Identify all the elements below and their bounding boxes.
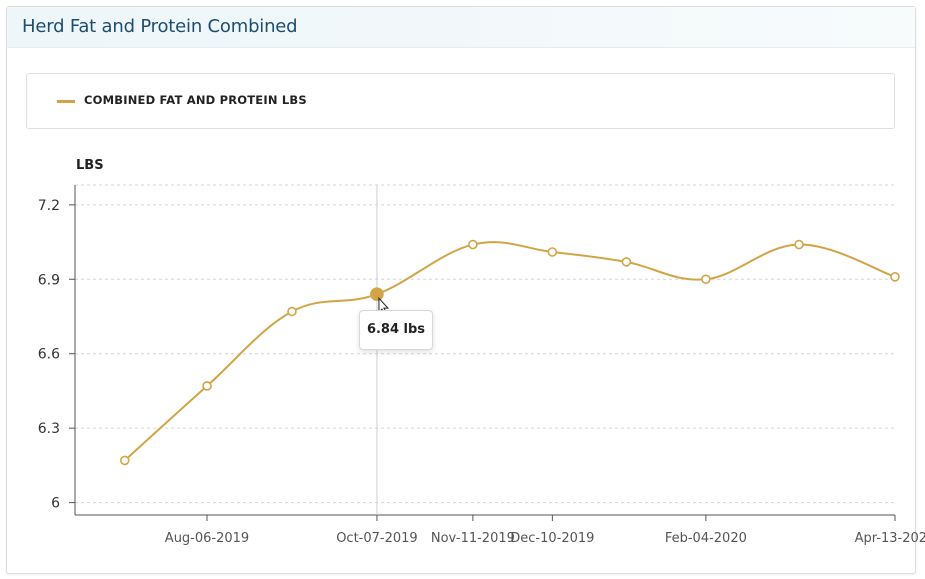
x-tick-label: Feb-04-2020 xyxy=(665,531,747,546)
y-axis-label: LBS xyxy=(76,158,104,173)
y-tick-label: 6.6 xyxy=(38,347,60,363)
x-tick-label: Apr-13-2020 xyxy=(855,531,925,546)
data-point xyxy=(621,257,632,267)
series-line xyxy=(124,241,896,462)
data-point-highlighted xyxy=(370,287,384,301)
legend: COMBINED FAT AND PROTEIN LBS xyxy=(26,73,895,129)
data-tooltip: 6.84 lbs xyxy=(359,310,433,350)
card-header: Herd Fat and Protein Combined xyxy=(7,7,915,48)
y-tick-label: 6.3 xyxy=(38,421,60,437)
card-title: Herd Fat and Protein Combined xyxy=(22,16,298,37)
data-point xyxy=(287,306,297,317)
x-tick-label: Nov-11-2019 xyxy=(431,531,515,546)
data-point xyxy=(890,272,900,282)
legend-swatch xyxy=(57,100,75,103)
y-tick-label: 6.9 xyxy=(38,272,60,288)
data-point xyxy=(701,274,711,285)
data-point xyxy=(468,239,478,250)
x-tick-label: Aug-06-2019 xyxy=(165,531,249,546)
x-tick-label: Dec-10-2019 xyxy=(510,531,594,546)
data-point xyxy=(794,239,804,250)
data-point xyxy=(547,247,558,257)
data-point xyxy=(119,455,130,466)
y-tick-label: 6 xyxy=(51,496,60,512)
chart-card: Herd Fat and Protein Combined COMBINED F… xyxy=(6,6,916,574)
data-point xyxy=(202,381,212,391)
legend-label[interactable]: COMBINED FAT AND PROTEIN LBS xyxy=(84,93,307,107)
x-tick-label: Oct-07-2019 xyxy=(336,531,418,546)
y-tick-label: 7.2 xyxy=(38,198,60,214)
